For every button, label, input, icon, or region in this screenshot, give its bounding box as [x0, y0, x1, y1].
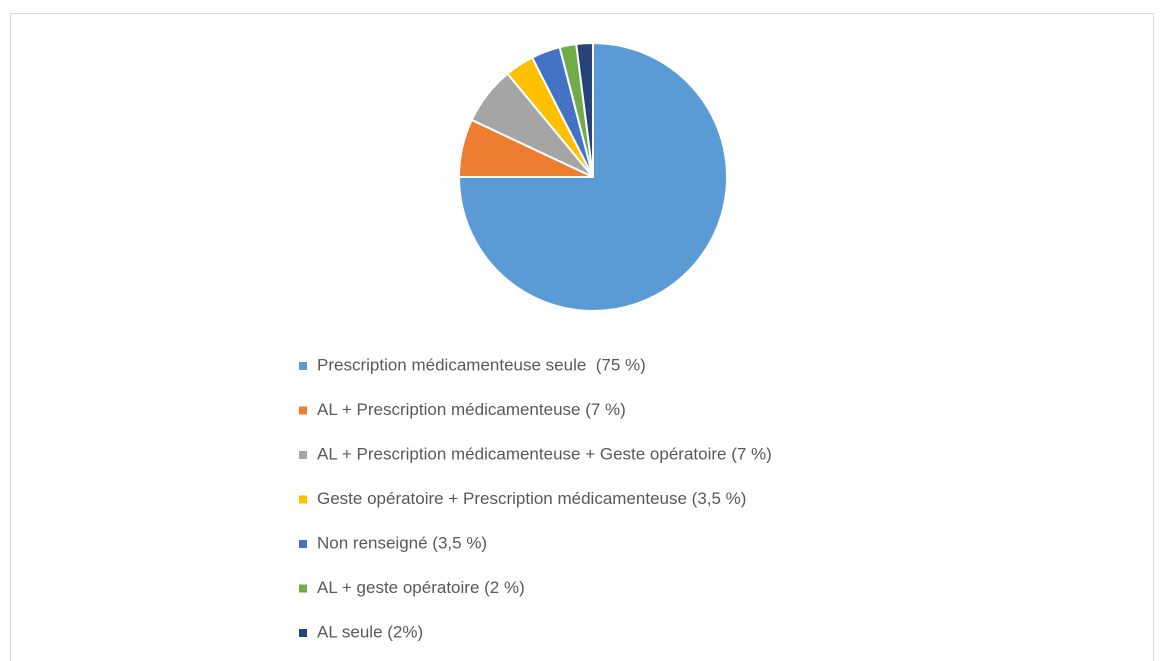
legend-swatch [299, 406, 307, 415]
legend-swatch [299, 362, 307, 370]
legend-swatch [299, 629, 307, 637]
pie-slice [575, 41, 594, 178]
legend-label: Non renseigné (3,5 %) [317, 533, 487, 552]
legend-swatch [299, 495, 307, 504]
legend-label: AL + Prescription médicamenteuse + Geste… [317, 444, 772, 463]
legend-swatch [299, 584, 307, 593]
legend-swatch [299, 451, 307, 459]
legend-label: Prescription médicamenteuse seule (75 %) [317, 355, 646, 374]
legend-label: AL seule (2%) [317, 622, 423, 641]
legend-label: AL + geste opératoire (2 %) [317, 578, 525, 597]
legend-label: Geste opératoire + Prescription médicame… [317, 489, 746, 508]
legend-swatch [299, 540, 307, 548]
legend-label: AL + Prescription médicamenteuse (7 %) [317, 400, 626, 419]
